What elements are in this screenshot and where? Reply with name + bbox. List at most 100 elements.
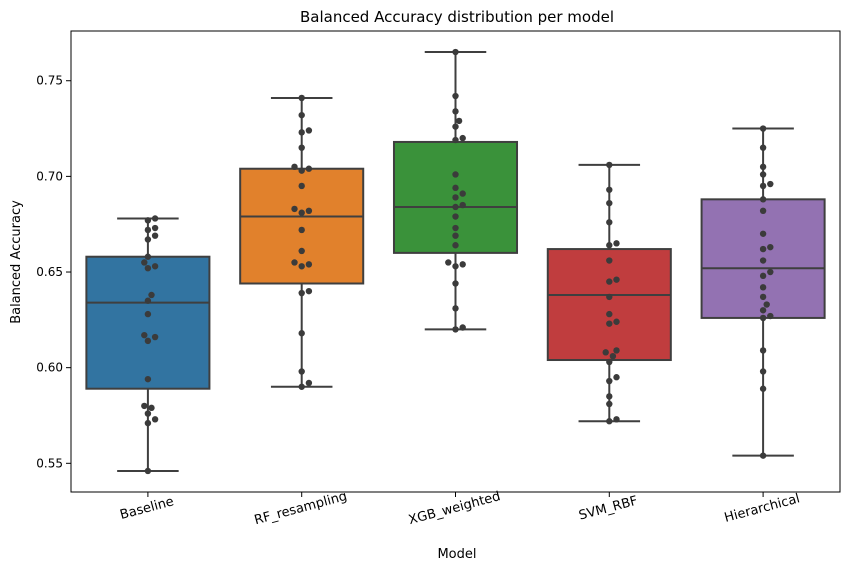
data-point [459,134,466,142]
data-point [606,400,613,408]
data-point [298,144,305,151]
data-point [763,301,770,308]
data-point [445,259,452,266]
data-point [452,203,459,211]
data-point [759,293,767,301]
data-point [452,92,459,100]
y-tick-label: 0.55 [36,456,63,470]
data-point [459,190,466,197]
data-point [602,349,609,356]
data-point [452,280,459,287]
data-point [759,452,767,459]
data-point [759,284,767,291]
data-point [452,108,459,115]
data-point [144,226,152,234]
box-group-XGB_weighted [392,48,519,333]
data-point [767,312,774,320]
data-point [759,385,767,392]
data-point [452,213,459,220]
data-point [767,180,774,188]
data-point [305,261,313,268]
data-point [144,337,152,345]
data-point [606,393,613,400]
data-point [767,268,774,276]
data-point [144,375,152,383]
data-point [298,94,305,102]
data-point [759,163,767,171]
data-point [459,324,466,331]
y-tick-label: 0.70 [36,169,63,183]
box-group-SVM_RBF [546,161,672,425]
x-tick-label: Hierarchical [723,491,802,526]
data-point [759,171,767,178]
data-point [298,209,305,216]
data-point [459,201,466,209]
data-point [452,48,459,56]
data-point [144,419,152,427]
data-point [606,199,613,207]
x-tick-label: XGB_weighted [407,489,502,528]
data-point [606,278,613,285]
y-tick-label: 0.60 [36,361,63,375]
data-point [148,404,155,412]
data-point [452,194,459,201]
data-point [298,383,305,390]
data-point [151,416,159,423]
data-point [151,215,159,222]
data-point [291,205,298,213]
data-point [144,253,152,260]
data-point [606,186,613,193]
data-point [759,182,767,190]
data-point [141,402,148,410]
data-point [452,232,459,239]
data-point [151,263,159,270]
data-point [613,416,620,423]
data-point [759,245,767,253]
box-SVM_RBF [546,248,672,362]
data-point [298,289,305,297]
data-point [767,243,774,251]
box-group-RF_resampling [239,94,365,390]
data-point [759,307,767,314]
data-point [298,263,305,270]
data-point [291,259,298,266]
y-tick-label: 0.65 [36,265,63,279]
data-point [759,272,767,280]
data-point [606,377,613,385]
data-point [144,264,152,272]
data-point [452,184,459,192]
data-point [305,165,313,172]
data-point [151,232,159,239]
data-point [455,117,463,125]
box-group-Baseline [85,215,211,475]
x-tick-label: Baseline [118,494,175,523]
data-point [144,310,152,318]
data-point [298,247,305,255]
data-point [613,374,620,381]
data-point [151,333,159,341]
data-point [759,196,767,203]
data-point [759,125,767,132]
data-point [144,236,152,243]
x-tick-label: SVM_RBF [577,494,639,524]
data-point [141,331,148,339]
data-point [144,467,152,475]
data-point [452,123,459,130]
data-point [606,310,613,318]
data-point [613,240,620,247]
x-axis: Baseline RF_resampling XGB_weighted SVM_RBF… [118,489,801,528]
data-point [606,242,613,249]
data-point [305,127,313,134]
data-point [606,293,613,301]
data-point [298,368,305,375]
data-point [305,207,313,215]
data-point [305,379,313,387]
data-point [759,207,767,215]
data-point [291,163,298,171]
data-point [298,167,305,174]
data-point [452,242,459,249]
data-point [606,320,613,327]
y-axis: 0.55 0.60 0.65 0.70 0.75 [36,74,71,470]
data-point [298,129,305,136]
data-point [452,305,459,312]
